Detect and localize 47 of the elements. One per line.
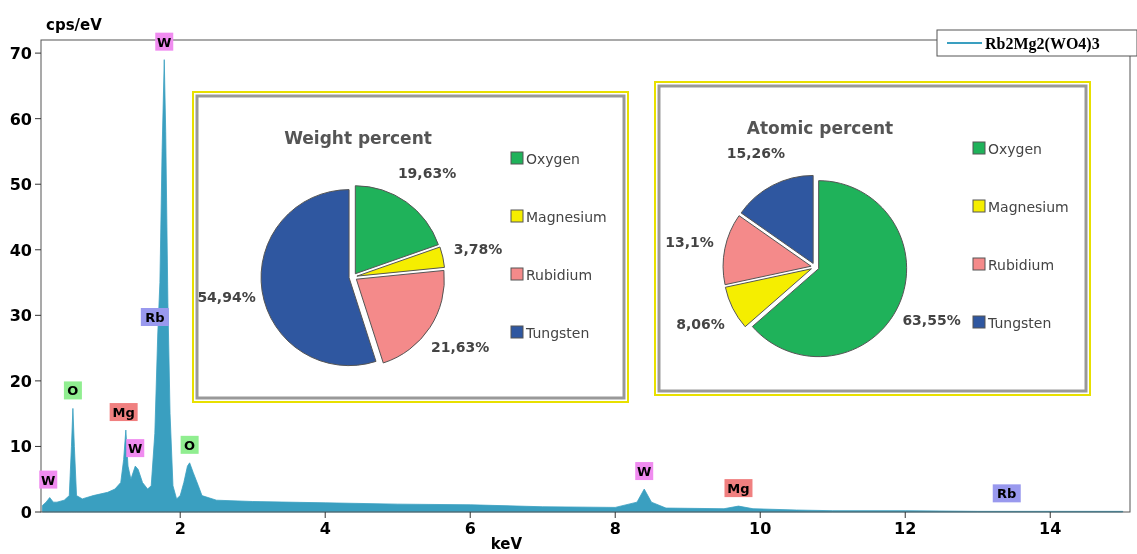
data-label: 63,55% [902, 311, 961, 328]
y-tick-label: 40 [9, 240, 32, 260]
y-tick-label: 50 [9, 175, 32, 195]
data-label: 13,1% [665, 233, 714, 250]
legend-label: Magnesium [526, 209, 607, 225]
data-label: 54,94% [197, 288, 256, 305]
data-label: 21,63% [430, 339, 490, 356]
x-tick-label: 2 [174, 519, 186, 538]
y-tick-label: 10 [9, 437, 32, 457]
legend-label: Rubidium [988, 257, 1055, 273]
legend-label: Oxygen [988, 141, 1042, 157]
x-tick-label: 8 [609, 519, 621, 538]
legend-label: Tungsten [525, 325, 590, 341]
annotation: Rb [145, 310, 165, 325]
y-tick-label: 20 [9, 371, 32, 391]
y-tick-label: 30 [9, 306, 32, 326]
data-label: 15,26% [726, 145, 786, 162]
legend-label: Tungsten [987, 315, 1052, 331]
x-tick-label: 12 [894, 519, 917, 538]
legend-label: Rubidium [526, 267, 593, 283]
y-tick-label: 60 [9, 109, 32, 129]
y-axis-title: cps/eV [46, 16, 103, 34]
legend-label: Rb2Mg2(WO4)3 [985, 35, 1100, 53]
annotation: Mg [727, 481, 750, 497]
data-label: 3,78% [453, 241, 503, 258]
x-tick-label: 4 [319, 519, 331, 538]
x-tick-label: 10 [749, 519, 772, 538]
chart-title: Atomic percent [746, 118, 894, 138]
chart-title: Weight percent [284, 128, 432, 148]
legend-label: Magnesium [988, 199, 1069, 215]
annotation: W [41, 472, 56, 488]
x-axis-title: keV [490, 535, 523, 553]
annotation: O [67, 383, 79, 399]
y-tick-label: 70 [9, 44, 32, 64]
annotation: W [157, 34, 172, 50]
data-label: 8,06% [676, 316, 725, 333]
annotation: Mg [112, 405, 135, 421]
data-label: 19,63% [397, 164, 457, 181]
annotation: W [637, 464, 652, 480]
x-tick-label: 14 [1039, 519, 1062, 538]
legend-label: Oxygen [526, 151, 580, 167]
y-tick-label: 0 [20, 503, 32, 522]
annotation: Rb [997, 486, 1017, 502]
x-tick-label: 6 [464, 519, 476, 538]
annotation: O [184, 437, 196, 453]
annotation: W [128, 441, 143, 457]
pie-slice [740, 174, 814, 264]
